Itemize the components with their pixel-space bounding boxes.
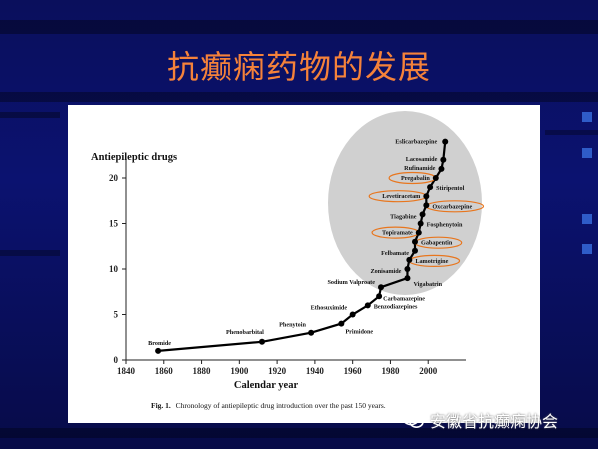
point-label: Benzodiazepines: [374, 303, 418, 310]
watermark: 安徽省抗癫痫协会: [402, 407, 558, 433]
data-point: [259, 338, 265, 345]
x-tick-label: 1880: [193, 366, 212, 376]
y-axis-label: Antiepileptic drugs: [91, 152, 177, 163]
point-label: Carbamazepine: [383, 295, 425, 302]
data-point: [427, 184, 434, 191]
point-label: Lacosamide: [406, 156, 438, 163]
data-point: [308, 329, 315, 336]
point-label: Stiripentol: [436, 185, 464, 192]
watermark-text: 安徽省抗癫痫协会: [430, 412, 559, 431]
x-tick-label: 1860: [155, 366, 174, 376]
point-labels-group: Bromide Phenobarbital Phenytoin Primidone Et…: [148, 139, 485, 347]
x-tick-label: 1940: [306, 366, 325, 376]
point-label: Sodium Valproate: [327, 279, 375, 286]
y-tick-label: 20: [109, 173, 119, 183]
point-label: Zonisamide: [370, 268, 401, 275]
data-point: [442, 138, 449, 145]
point-label: Gabapentin: [421, 240, 453, 247]
point-label: Tiagabine: [390, 213, 417, 220]
y-tick-label: 15: [109, 219, 119, 229]
point-label: Eslicarbazepine: [395, 139, 437, 146]
data-point: [349, 311, 356, 318]
point-label: Felbamate: [381, 250, 409, 257]
x-axis-label: Calendar year: [234, 380, 299, 391]
data-point: [438, 165, 445, 172]
figure-caption-number: Fig. 1.: [151, 401, 171, 410]
y-tick-label: 5: [114, 310, 119, 320]
figure-caption: Fig. 1. Chronology of antiepileptic drug…: [151, 401, 386, 410]
y-tick-label: 10: [109, 264, 119, 274]
point-label: Rufinamide: [404, 165, 436, 172]
accent-square-2: [582, 148, 592, 158]
point-label: Oxcarbazepine: [432, 203, 472, 210]
data-point: [364, 302, 371, 309]
slide-title: 抗癫痫药物的发展: [166, 48, 431, 86]
data-point: [415, 229, 422, 236]
points-group: [155, 138, 449, 354]
data-point: [376, 293, 383, 300]
data-point: [440, 156, 447, 163]
point-label: Bromide: [148, 340, 171, 347]
data-point: [432, 175, 439, 181]
data-point: [406, 256, 413, 263]
point-label: Lamotrigine: [415, 258, 448, 265]
point-label: Levetiracetam: [382, 193, 421, 200]
point-label: Fosphenytoin: [427, 222, 463, 229]
data-point: [412, 247, 418, 254]
data-point: [412, 238, 418, 245]
x-tick-label: 1980: [381, 366, 400, 376]
point-label: Pregabalin: [401, 175, 430, 182]
wechat-icon: [402, 410, 424, 428]
accent-square-3: [582, 214, 592, 224]
point-label: Phenobarbital: [226, 329, 264, 336]
axes-group: 1840 1860 1880 1900 1920 1940 1960 1980 2000 0 5 10…: [109, 159, 466, 376]
y-tick-label: 0: [114, 355, 119, 365]
point-label: Primidone: [345, 329, 373, 336]
x-tick-label: 1840: [117, 366, 136, 376]
x-tick-label: 1920: [268, 366, 287, 376]
data-point: [423, 202, 430, 209]
figure-caption-text: Chronology of antiepileptic drug introdu…: [176, 401, 386, 410]
x-tick-label: 1900: [230, 366, 249, 376]
point-label: Ethosuximide: [311, 305, 348, 312]
accent-square-4: [582, 244, 592, 254]
data-point: [419, 211, 426, 218]
data-point: [404, 275, 411, 282]
data-point: [338, 320, 345, 327]
point-label: Phenytoin: [279, 322, 306, 329]
data-point: [155, 347, 162, 354]
x-tick-label: 2000: [419, 366, 438, 376]
chart-svg: 1840 1860 1880 1900 1920 1940 1960 1980 2000 0 5 10…: [91, 111, 485, 410]
x-tick-label: 1960: [344, 366, 363, 376]
point-label: Topiramate: [382, 230, 413, 237]
data-point: [378, 284, 384, 291]
accent-square-1: [582, 112, 592, 122]
point-label: Vigabatrin: [413, 281, 442, 288]
chart-panel: 1840 1860 1880 1900 1920 1940 1960 1980 2000 0 5 10…: [68, 105, 540, 423]
data-point: [423, 193, 430, 200]
data-point: [404, 266, 411, 272]
data-point: [417, 220, 424, 227]
